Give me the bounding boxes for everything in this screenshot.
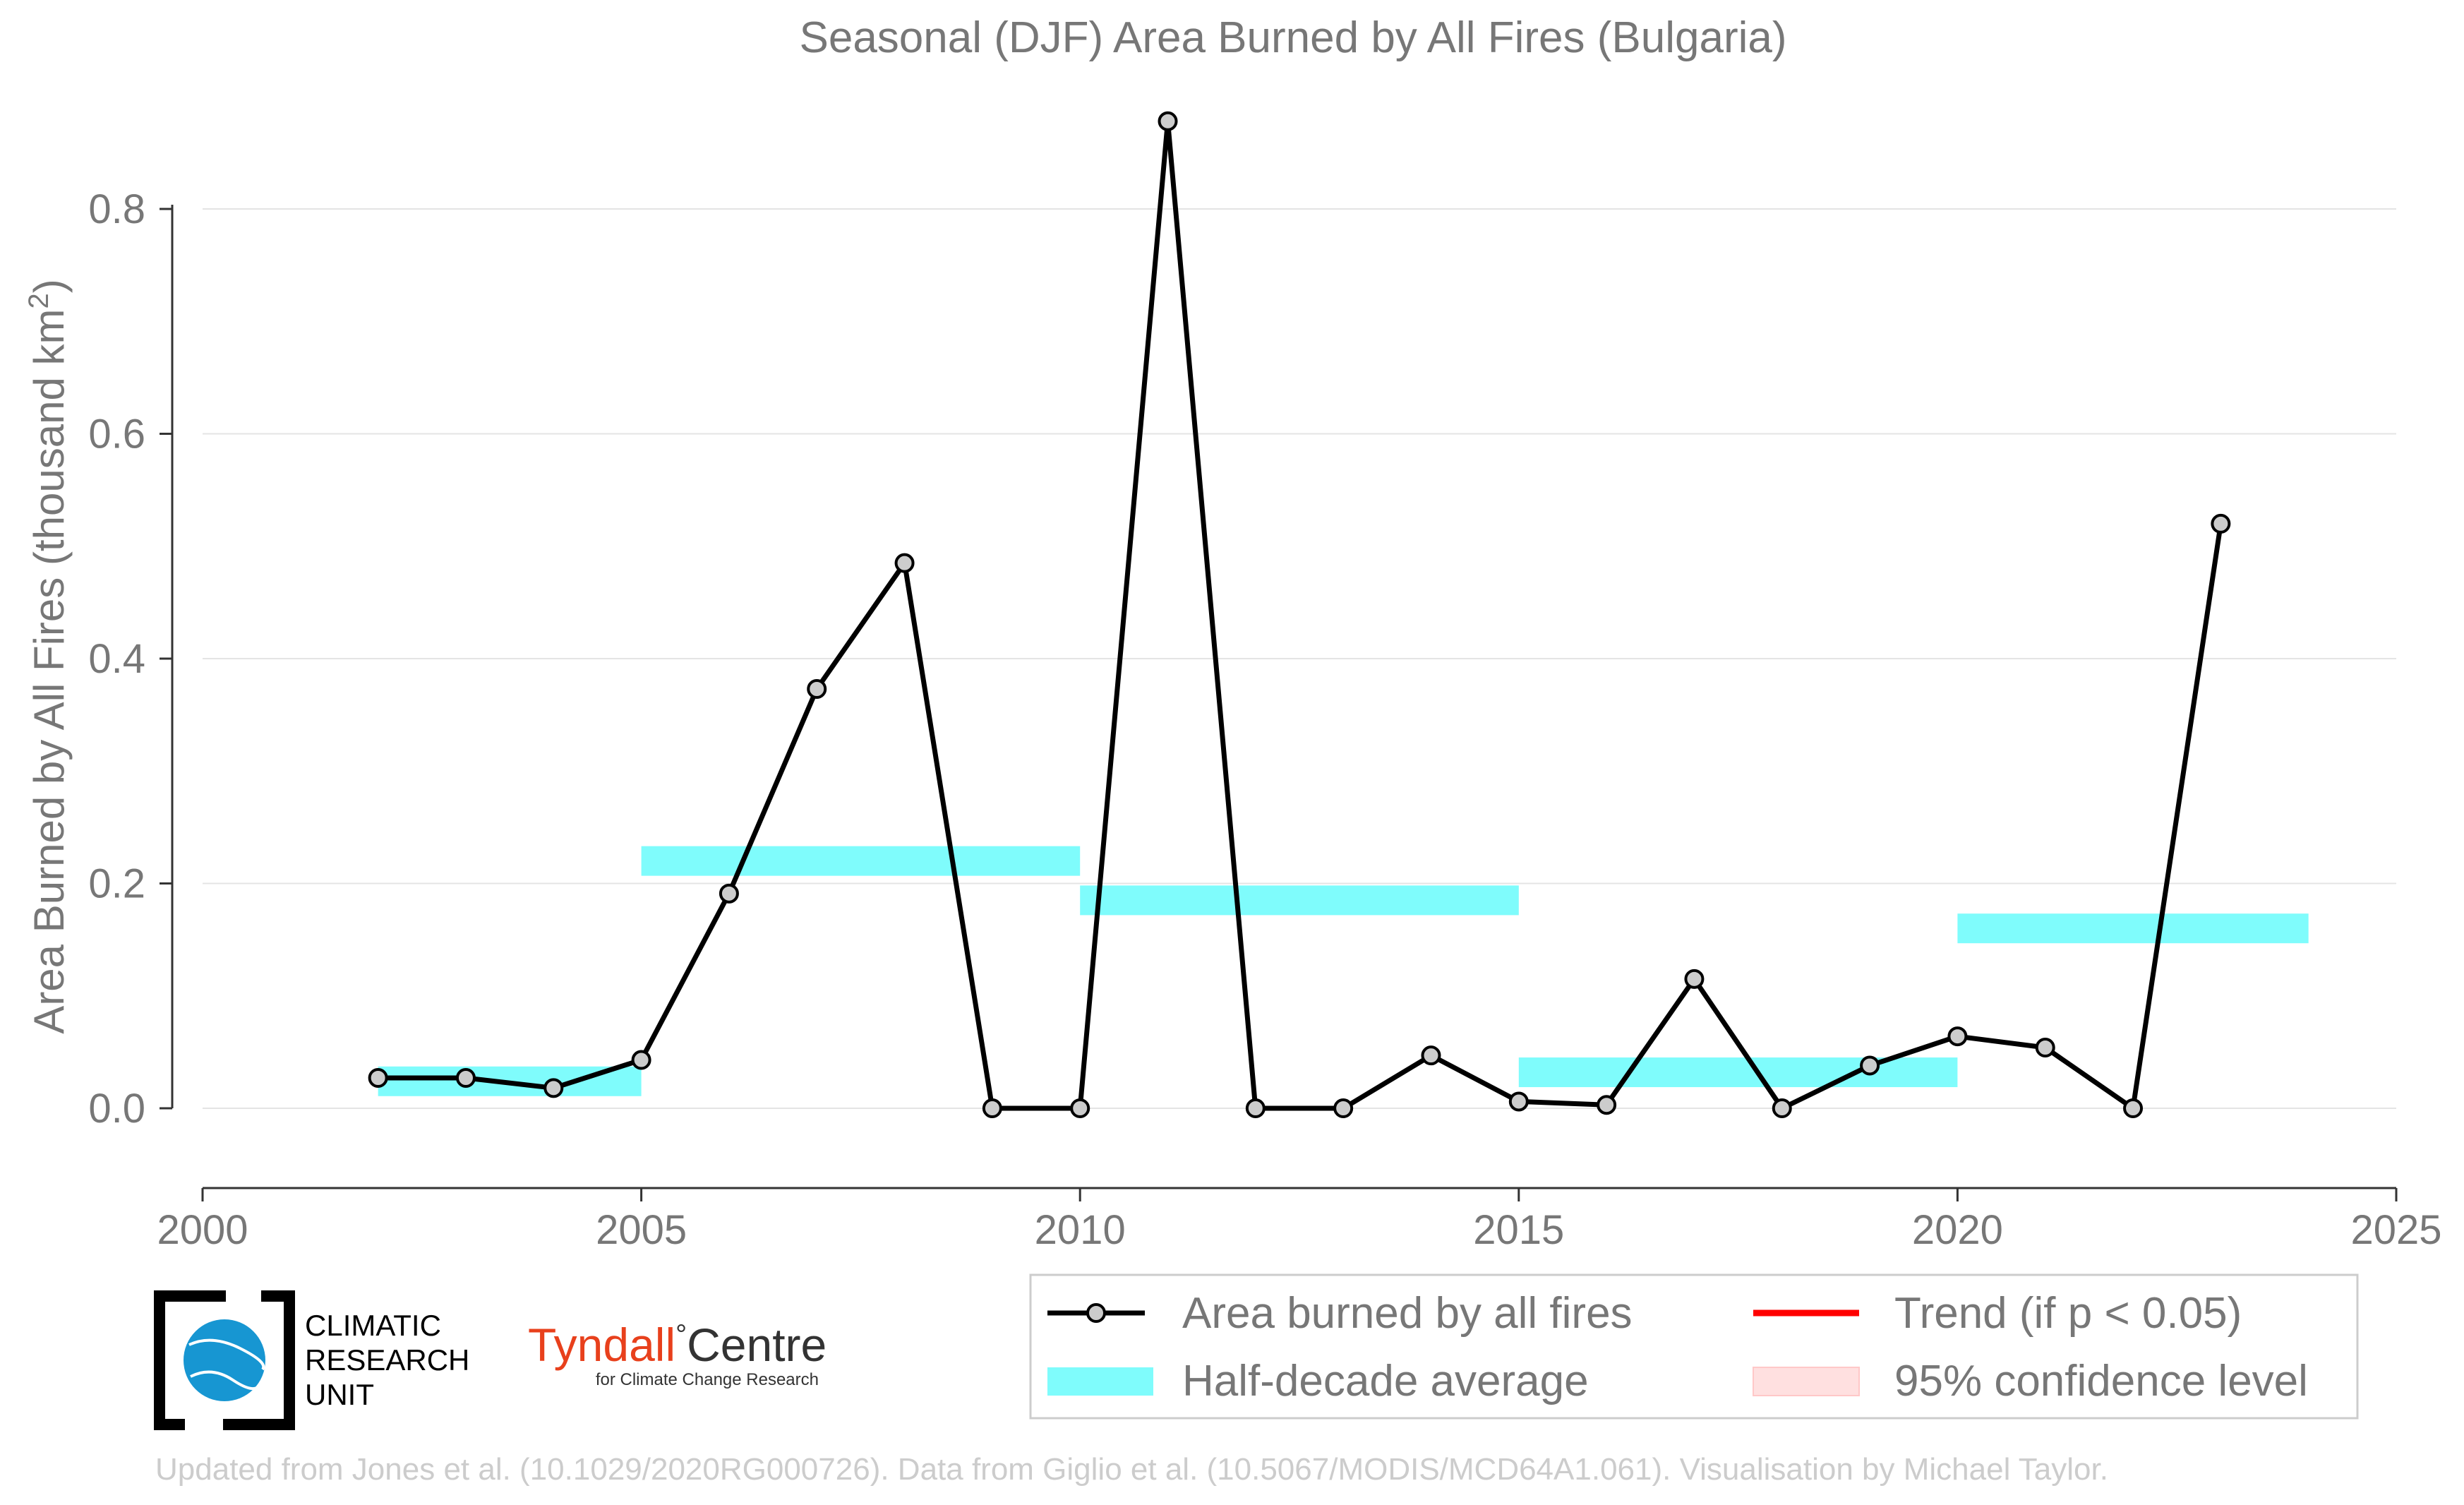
x-tick-label: 2020	[1912, 1207, 2003, 1253]
data-point	[1772, 1098, 1792, 1118]
y-tick-label: 0.4	[88, 636, 145, 682]
data-point	[2211, 513, 2231, 534]
cru-logo: CLIMATIC RESEARCH UNIT	[154, 1290, 469, 1430]
x-tick-label: 2025	[2350, 1207, 2441, 1253]
credit-line: Updated from Jones et al. (10.1029/2020R…	[155, 1452, 2108, 1487]
data-point	[1070, 1098, 1090, 1118]
tyndall-logo: Tyndall°Centre for Climate Change Resear…	[528, 1319, 827, 1389]
data-point	[982, 1098, 1002, 1118]
data-point	[1333, 1098, 1354, 1118]
legend-swatch-half-decade	[1047, 1367, 1153, 1396]
x-tick-label: 2015	[1473, 1207, 1564, 1253]
half-decade-average-bands	[378, 846, 2309, 1096]
data-point	[368, 1068, 388, 1089]
cru-globe-swirl	[188, 1338, 265, 1391]
data-point	[1947, 1026, 1968, 1047]
y-tick-label: 0.0	[88, 1086, 145, 1132]
data-point	[719, 883, 739, 904]
tyndall-wordmark-centre: Centre	[687, 1319, 827, 1371]
tyndall-wordmark-degree: °	[675, 1319, 687, 1350]
series-line-layer	[378, 119, 2223, 1111]
tyndall-subtitle: for Climate Change Research	[596, 1370, 819, 1389]
tyndall-wordmark: Tyndall°Centre	[528, 1319, 827, 1371]
data-point	[1684, 969, 1705, 989]
data-point	[894, 553, 915, 573]
data-point	[1158, 111, 1178, 131]
x-ticks: 2000 2005 2010 2015 2020 2025	[157, 1188, 2442, 1253]
x-tick-label: 2010	[1035, 1207, 1126, 1253]
y-axis-label: Area Burned by All Fires (thousand km2)	[23, 279, 73, 1033]
y-tick-label: 0.2	[88, 861, 145, 907]
y-axis-label-close: )	[25, 279, 73, 293]
x-tick-label: 2000	[157, 1207, 248, 1253]
data-point	[1421, 1045, 1441, 1066]
data-point	[631, 1050, 651, 1070]
data-point	[1597, 1095, 1617, 1115]
data-point	[455, 1068, 476, 1089]
gridlines	[203, 208, 2396, 1109]
y-ticks: 0.0 0.2 0.4 0.6 0.8	[88, 186, 172, 1132]
cru-logo-bracket-left	[154, 1290, 226, 1430]
data-point	[2123, 1098, 2144, 1118]
data-point	[2035, 1038, 2055, 1058]
data-point	[1245, 1098, 1266, 1118]
y-tick-label: 0.8	[88, 186, 145, 232]
series-line	[378, 119, 2223, 1111]
cru-text-line-2: RESEARCH	[305, 1343, 469, 1377]
data-point	[543, 1078, 564, 1098]
data-point	[807, 678, 827, 699]
series-points	[368, 111, 2231, 1118]
legend-swatch-series-marker	[1086, 1303, 1106, 1323]
legend-label-series: Area burned by all fires	[1182, 1289, 1633, 1338]
half-decade-average-bar	[1518, 1057, 1958, 1088]
cru-text-line-3: UNIT	[305, 1378, 374, 1411]
chart-title: Seasonal (DJF) Area Burned by All Fires …	[799, 13, 1786, 62]
y-axis-label-main: Area Burned by All Fires (thousand km	[25, 309, 73, 1034]
legend: Area burned by all fires Trend (if p < 0…	[1029, 1273, 2359, 1420]
legend-label-confidence: 95% confidence level	[1894, 1357, 2308, 1405]
cru-text-line-1: CLIMATIC	[305, 1309, 441, 1342]
axes	[171, 205, 2396, 1189]
legend-swatch-confidence	[1753, 1367, 1860, 1396]
legend-box	[1029, 1273, 2359, 1420]
legend-label-half-decade: Half-decade average	[1182, 1357, 1589, 1405]
data-point	[1860, 1055, 1880, 1076]
y-tick-label: 0.6	[88, 412, 145, 457]
half-decade-average-bar	[641, 846, 1081, 876]
half-decade-average-bar	[1957, 913, 2309, 944]
data-point	[1508, 1091, 1529, 1112]
y-axis-label-superscript: 2	[23, 293, 54, 308]
cru-logo-bracket-right	[223, 1290, 295, 1430]
legend-label-trend: Trend (if p < 0.05)	[1894, 1289, 2242, 1338]
x-tick-label: 2005	[596, 1207, 687, 1253]
half-decade-average-bar	[1080, 885, 1519, 916]
tyndall-wordmark-main: Tyndall	[528, 1319, 675, 1371]
